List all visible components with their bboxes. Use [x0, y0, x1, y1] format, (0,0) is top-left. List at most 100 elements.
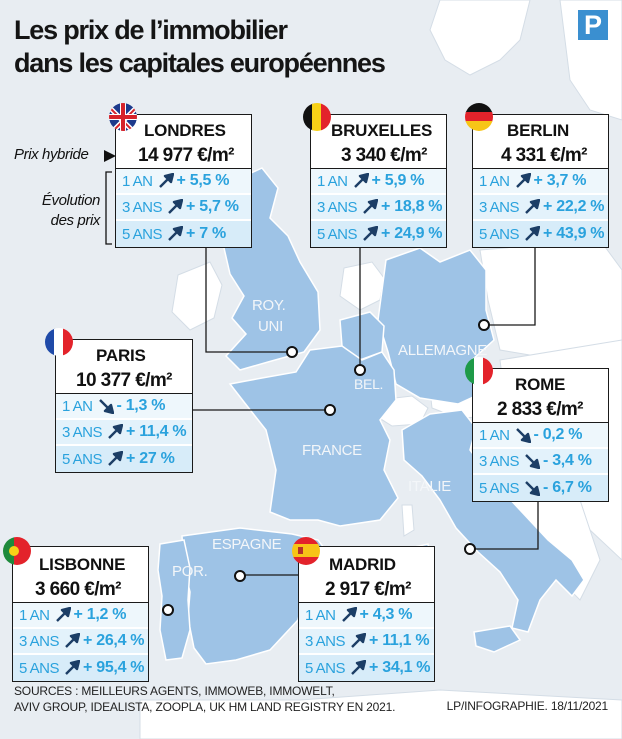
- city-price: 2 917 €/m²: [325, 579, 412, 600]
- evolution-period: 1 AN: [317, 172, 348, 190]
- evolution-row: 3 ANS + 11,1 %: [299, 629, 434, 655]
- evolution-value: + 18,8 %: [381, 198, 443, 215]
- evolution-period: 5 ANS: [19, 659, 60, 677]
- trend-up-icon: [158, 173, 174, 188]
- city-price: 2 833 €/m²: [497, 399, 584, 420]
- city-card-london: LONDRES 14 977 €/m² 1 AN + 5,5 % 3 ANS + 5,…: [115, 114, 252, 248]
- evolution-row: 1 AN + 3,7 %: [473, 169, 608, 195]
- evolution-row: 5 ANS + 7 %: [116, 221, 251, 247]
- madrid-dot: [234, 570, 246, 582]
- north-africa-land: [139, 689, 622, 739]
- legend-bracket: [105, 171, 112, 245]
- evolution-value: + 1,2 %: [73, 606, 127, 623]
- trend-up-icon: [168, 199, 184, 214]
- trend-up-icon: [65, 660, 81, 675]
- evolution-row: 3 ANS + 11,4 %: [56, 420, 192, 446]
- evolution-row: 1 AN - 0,2 %: [473, 423, 608, 449]
- evolution-row: 1 AN + 5,5 %: [116, 169, 251, 195]
- london-dot: [286, 346, 298, 358]
- berlin-leader: [484, 248, 536, 326]
- evolution-row: 5 ANS + 43,9 %: [473, 221, 608, 247]
- city-name: LISBONNE: [39, 555, 126, 574]
- uk-flag-icon: [109, 103, 137, 131]
- city-price: 3 340 €/m²: [341, 145, 428, 166]
- spain-flag-icon: [292, 537, 320, 565]
- city-card-madrid: MADRID 2 917 €/m² 1 AN + 4,3 % 3 ANS + 11,1…: [298, 546, 435, 682]
- evolution-period: 3 ANS: [122, 198, 163, 216]
- evolution-period: 5 ANS: [317, 225, 358, 243]
- city-name: BRUXELLES: [331, 121, 433, 140]
- evolution-row: 1 AN + 4,3 %: [299, 603, 434, 629]
- trend-down-icon: [525, 454, 541, 469]
- city-price: 14 977 €/m²: [138, 145, 234, 166]
- evolution-row: 1 AN + 5,9 %: [311, 169, 446, 195]
- london-leader: [205, 248, 292, 353]
- city-name: PARIS: [96, 346, 146, 365]
- corsica-land: [401, 504, 415, 537]
- evolution-period: 3 ANS: [317, 198, 358, 216]
- country-label-belgium: BEL.: [354, 376, 384, 392]
- publisher-logo: P: [578, 10, 608, 40]
- evolution-period: 5 ANS: [479, 225, 520, 243]
- trend-up-icon: [341, 607, 357, 622]
- evolution-value: + 5,5 %: [176, 172, 230, 189]
- evolution-value: + 43,9 %: [543, 225, 605, 242]
- trend-up-icon: [353, 173, 369, 188]
- netherlands-land: [339, 261, 385, 311]
- evolution-rows: 1 AN - 1,3 % 3 ANS + 11,4 % 5 ANS + 27 %: [56, 393, 192, 472]
- evolution-period: 1 AN: [479, 426, 510, 444]
- evolution-value: + 7 %: [186, 225, 226, 242]
- berlin-dot: [478, 319, 490, 331]
- trend-up-icon: [351, 633, 367, 648]
- country-label-germany: ALLEMAGNE: [398, 342, 487, 359]
- evolution-rows: 1 AN + 4,3 % 3 ANS + 11,1 % 5 ANS + 34,1 %: [299, 602, 434, 681]
- evolution-row: 1 AN - 1,3 %: [56, 394, 192, 420]
- evolution-period: 1 AN: [305, 606, 336, 624]
- sources-line-1: SOURCES : MEILLEURS AGENTS, IMMOWEB, IMM…: [14, 684, 335, 698]
- evolution-period: 5 ANS: [305, 659, 346, 677]
- trend-up-icon: [108, 451, 124, 466]
- germany-flag-icon: [465, 103, 493, 131]
- legend-evolution-label-1: Évolution: [41, 192, 101, 209]
- legend-arrow-icon: [104, 150, 116, 162]
- evolution-period: 1 AN: [19, 606, 50, 624]
- evolution-value: + 26,4 %: [83, 632, 145, 649]
- trend-up-icon: [168, 226, 184, 241]
- rome-dot: [464, 543, 476, 555]
- city-card-paris: PARIS 10 377 €/m² 1 AN - 1,3 % 3 ANS + 11,4…: [55, 339, 193, 473]
- sicily-land: [473, 625, 522, 653]
- ireland-land: [171, 261, 223, 331]
- sources-line-2: AVIV GROUP, IDEALISTA, ZOOPLA, UK HM LAN…: [14, 700, 396, 714]
- paris-dot: [324, 404, 336, 416]
- evolution-row: 5 ANS + 27 %: [56, 446, 192, 472]
- evolution-row: 3 ANS + 5,7 %: [116, 195, 251, 221]
- legend-price-label: Prix hybride: [14, 146, 89, 163]
- evolution-period: 1 AN: [62, 397, 93, 415]
- belgium-flag-icon: [303, 103, 331, 131]
- country-label-uk-2: UNI: [258, 318, 283, 335]
- trend-up-icon: [108, 424, 124, 439]
- evolution-row: 1 AN + 1,2 %: [13, 603, 148, 629]
- spain-land: [181, 527, 331, 665]
- evolution-row: 5 ANS + 34,1 %: [299, 655, 434, 681]
- evolution-period: 3 ANS: [19, 632, 60, 650]
- evolution-period: 3 ANS: [305, 632, 346, 650]
- evolution-value: + 11,4 %: [126, 423, 187, 440]
- evolution-period: 3 ANS: [62, 423, 103, 441]
- country-label-france: FRANCE: [302, 442, 362, 459]
- evolution-value: + 4,3 %: [359, 606, 413, 623]
- country-label-spain: ESPAGNE: [212, 536, 282, 553]
- trend-up-icon: [65, 633, 81, 648]
- evolution-period: 1 AN: [122, 172, 153, 190]
- evolution-value: + 27 %: [126, 450, 175, 467]
- city-price: 10 377 €/m²: [76, 370, 172, 391]
- evolution-rows: 1 AN - 0,2 % 3 ANS - 3,4 % 5 ANS - 6,7 %: [473, 422, 608, 501]
- evolution-value: + 22,2 %: [543, 198, 605, 215]
- evolution-period: 3 ANS: [479, 452, 520, 470]
- evolution-value: - 1,3 %: [116, 397, 166, 414]
- trend-down-icon: [98, 399, 114, 414]
- evolution-value: + 11,1 %: [369, 632, 430, 649]
- evolution-value: + 24,9 %: [381, 225, 443, 242]
- evolution-value: + 95,4 %: [83, 659, 145, 676]
- evolution-value: + 5,7 %: [186, 198, 239, 215]
